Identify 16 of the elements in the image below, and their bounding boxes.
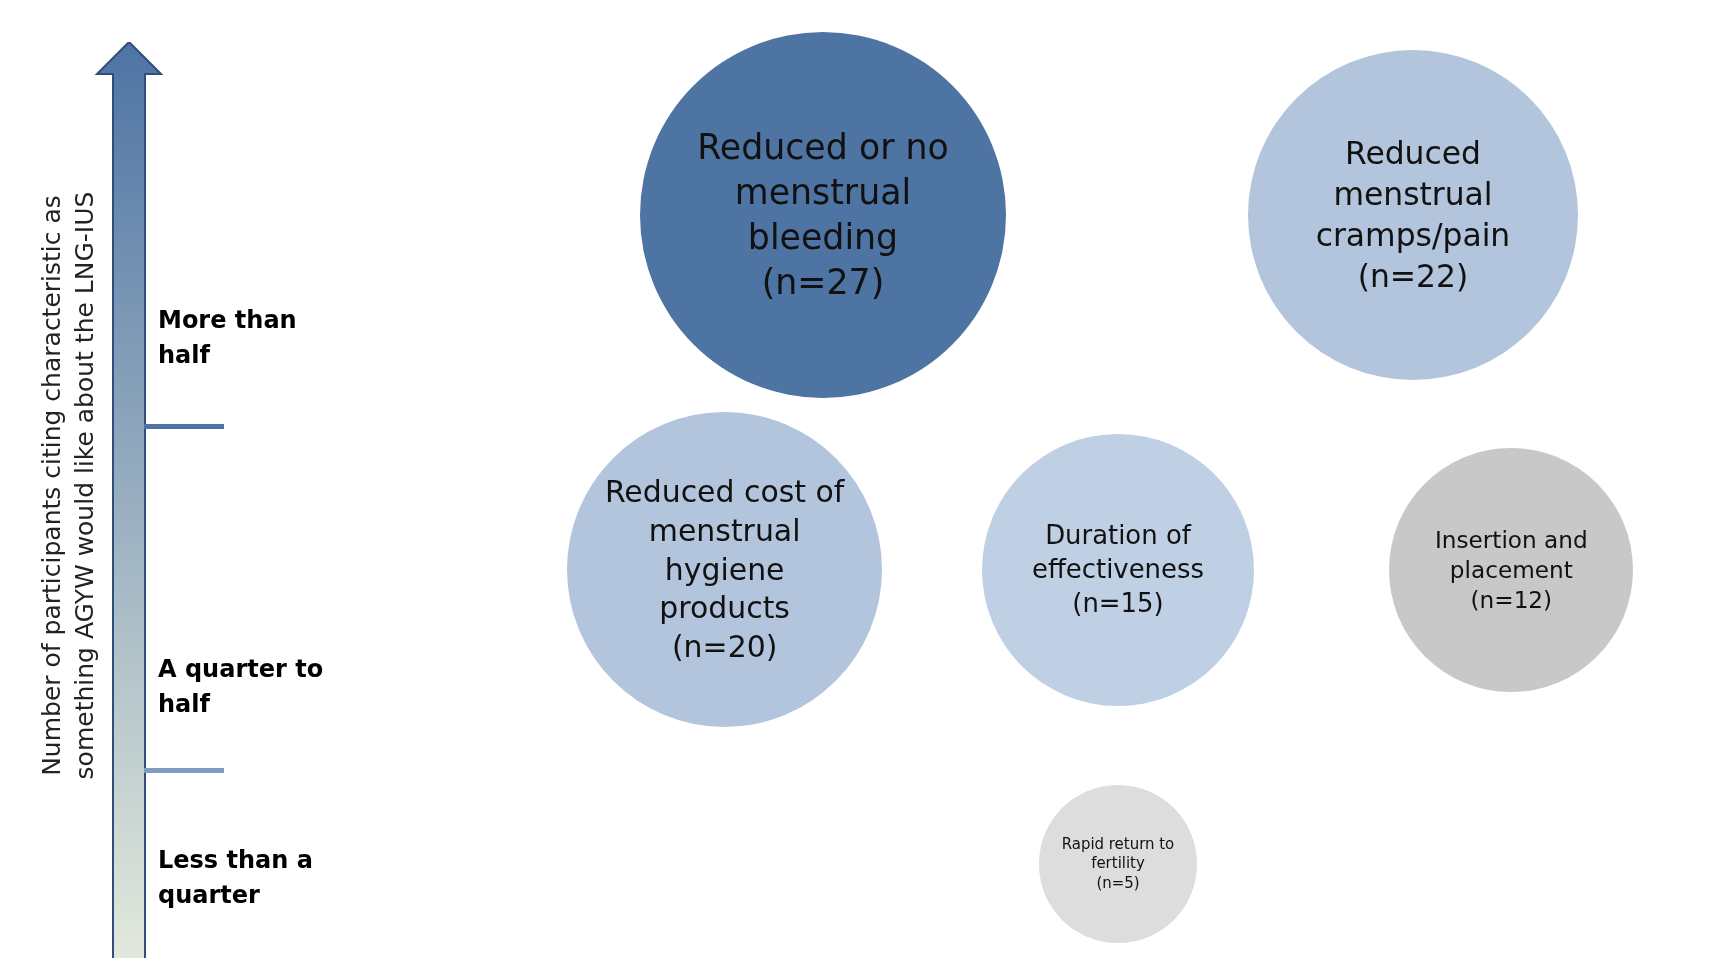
category-label: Duration of effectiveness xyxy=(1031,519,1205,587)
text: Number of participants citing characteristic as something AGYW would like about the LNG-IUS xyxy=(35,190,99,782)
category-label: Reduced menstrual cramps/pain xyxy=(1314,134,1512,255)
data-label: (n=22) xyxy=(1357,256,1469,296)
category-label: Reduced cost of menstrual hygiene products xyxy=(603,472,846,628)
text: Less than a quarter xyxy=(158,845,314,911)
data-label: (n=5) xyxy=(1096,873,1140,894)
data-label: (n=15) xyxy=(1072,586,1164,620)
category-label: Reduced or no menstrual bleeding xyxy=(696,125,950,259)
category-label: Insertion and placement xyxy=(1433,524,1589,585)
data-label: (n=20) xyxy=(671,628,778,667)
category-label: Rapid return to fertility xyxy=(1060,834,1176,874)
data-label: (n=12) xyxy=(1470,585,1553,616)
text: A quarter to half xyxy=(158,654,325,720)
data-label: (n=27) xyxy=(761,261,885,305)
text: More than half xyxy=(158,305,298,371)
